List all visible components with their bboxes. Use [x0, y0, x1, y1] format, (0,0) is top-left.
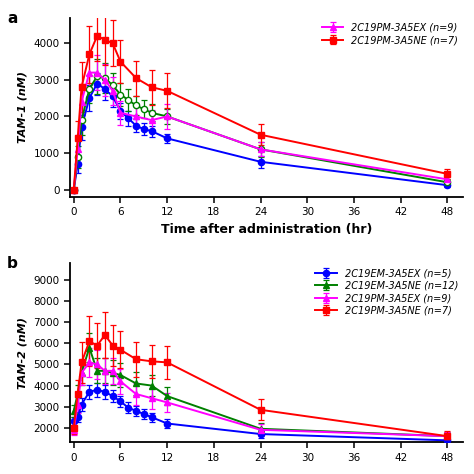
Text: a: a	[7, 10, 18, 26]
Legend: 2C19EM-3A5EX (n=5), 2C19EM-3A5NE (n=12), 2C19PM-3A5EX (n=9), 2C19PM-3A5NE (n=7): 2C19EM-3A5EX (n=5), 2C19EM-3A5NE (n=12),…	[316, 268, 458, 316]
Text: b: b	[7, 256, 18, 271]
Y-axis label: TAM-2 (nM): TAM-2 (nM)	[18, 317, 28, 389]
Legend: 2C19PM-3A5EX (n=9), 2C19PM-3A5NE (n=7): 2C19PM-3A5EX (n=9), 2C19PM-3A5NE (n=7)	[322, 23, 458, 45]
Y-axis label: TAM-1 (nM): TAM-1 (nM)	[18, 71, 28, 143]
X-axis label: Time after administration (hr): Time after administration (hr)	[161, 223, 372, 236]
